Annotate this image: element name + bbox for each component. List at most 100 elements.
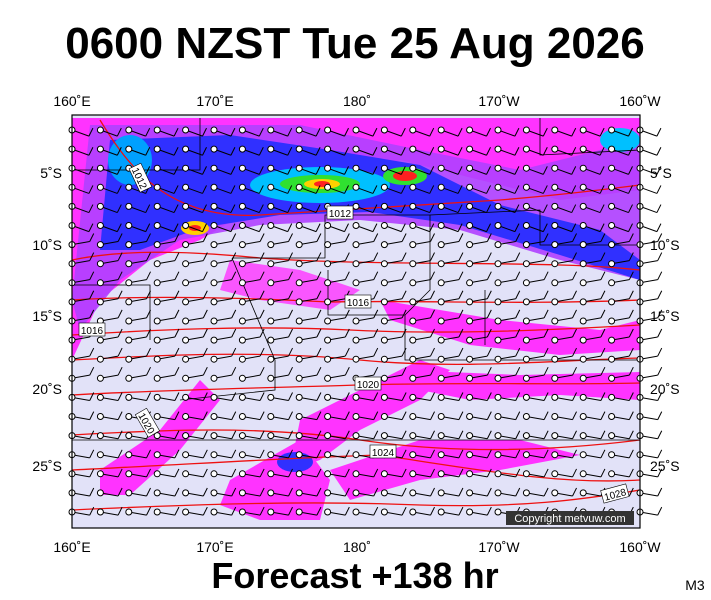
barb-station: [96, 222, 104, 229]
barb-station: [494, 432, 502, 440]
barb-station: [608, 413, 616, 420]
barb-station: [210, 374, 218, 382]
isobar-label-box: [344, 294, 372, 309]
barb-station: [409, 470, 417, 478]
isobar-label-box: [78, 322, 106, 337]
barb-flag: [514, 147, 520, 156]
barb-station: [153, 413, 161, 420]
barb-station: [96, 336, 104, 344]
barb-flag: [543, 233, 549, 242]
barb-station: [182, 451, 190, 459]
barb-station: [295, 202, 303, 210]
barb-flag: [145, 127, 151, 137]
barb-station: [324, 336, 332, 344]
barb-station: [267, 317, 275, 325]
barb-flag: [259, 233, 265, 242]
barb-station: [238, 298, 246, 306]
barb-flag: [430, 468, 435, 478]
barb-station: [352, 241, 360, 249]
barb-flag: [372, 223, 378, 232]
barb-station: [96, 241, 104, 249]
lon-label-top: 160˚E: [53, 93, 90, 109]
lat-label-left: 5˚S: [40, 165, 62, 181]
lon-label-top: 170˚W: [478, 93, 520, 109]
barb-flag: [458, 430, 464, 439]
barb-flag: [429, 204, 435, 213]
barb-flag: [628, 347, 634, 357]
barb-station: [324, 508, 332, 516]
barb-flag: [514, 127, 520, 137]
barb-flag: [173, 147, 179, 156]
barb-station: [608, 126, 616, 134]
barb-station: [380, 279, 388, 287]
barb-flag: [315, 204, 321, 213]
barb-station: [267, 451, 275, 459]
barb-flag: [486, 127, 491, 137]
barb-station: [579, 279, 587, 287]
barb-station: [579, 183, 587, 191]
barb-flag: [486, 204, 491, 213]
barb-station: [437, 336, 445, 344]
barb-flag: [344, 233, 350, 242]
barb-station: [210, 393, 218, 401]
barb-flag: [344, 328, 350, 338]
barb-flag: [145, 147, 151, 156]
barb-station: [153, 298, 161, 306]
barb-station: [494, 279, 502, 287]
barb-flag: [515, 487, 521, 497]
barb-station: [522, 183, 530, 191]
isobar-label-box: [369, 444, 397, 459]
barb-station: [238, 508, 246, 516]
lon-label-top: 160˚W: [619, 93, 661, 109]
barb-flag: [316, 290, 322, 299]
barb-station: [96, 355, 104, 363]
barb-flag: [572, 252, 577, 261]
barb-flag: [542, 127, 548, 137]
barb-station: [96, 470, 104, 478]
barb-flag: [543, 252, 549, 261]
barb-station: [96, 413, 104, 420]
barb-station: [352, 393, 360, 401]
barb-station: [238, 202, 246, 210]
barb-flag: [401, 290, 407, 299]
barb-flag: [231, 309, 237, 319]
lon-label-top: 170˚E: [196, 93, 233, 109]
barb-flag: [401, 233, 407, 242]
barb-flag: [259, 468, 265, 478]
barb-flag: [373, 271, 379, 280]
barb-flag: [288, 328, 293, 338]
barb-station: [352, 145, 360, 153]
barb-station: [267, 298, 275, 306]
barb-flag: [657, 449, 663, 459]
barb-flag: [543, 271, 549, 280]
barb-station: [153, 241, 161, 249]
barb-flag: [599, 147, 605, 156]
barb-flag: [600, 309, 606, 319]
barb-flag: [657, 252, 663, 261]
barb-flag: [202, 204, 207, 213]
barb-flag: [515, 430, 521, 439]
barb-flag: [116, 166, 122, 175]
barb-flag: [287, 223, 293, 232]
barb-flag: [344, 430, 350, 439]
barb-station: [238, 451, 246, 459]
barb-flag: [401, 487, 407, 497]
barb-station: [238, 413, 246, 420]
barb-station: [522, 222, 530, 229]
barb-station: [551, 336, 559, 344]
barb-station: [494, 374, 502, 382]
barb-flag: [657, 271, 663, 280]
barb-flag: [401, 468, 407, 478]
barb-flag: [657, 506, 663, 516]
barb-flag: [515, 468, 521, 478]
barb-flag: [258, 223, 264, 232]
barb-flag: [430, 366, 435, 376]
barb-station: [551, 374, 559, 382]
barb-station: [153, 451, 161, 459]
barb-flag: [202, 233, 208, 242]
barb-station: [522, 355, 530, 363]
barb-flag: [288, 366, 293, 376]
barb-flag: [373, 468, 379, 478]
lat-label-right: 5˚S: [650, 165, 672, 181]
barb-station: [125, 241, 133, 249]
